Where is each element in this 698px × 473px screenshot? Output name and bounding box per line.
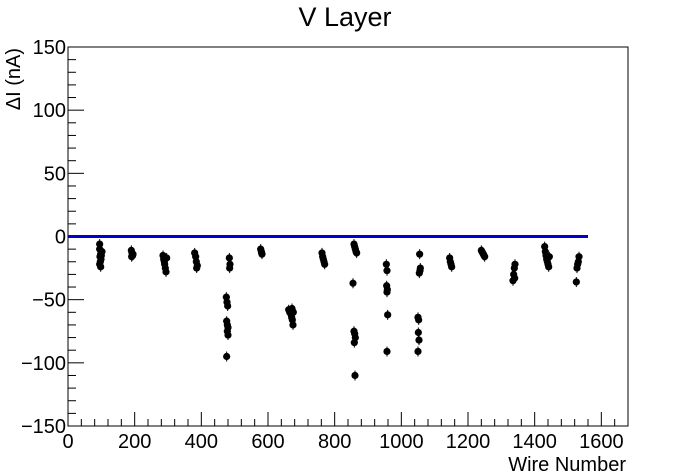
x-tick-label: 800 xyxy=(318,431,351,453)
data-point xyxy=(415,316,423,324)
data-point xyxy=(351,371,359,380)
data-point xyxy=(572,278,580,286)
data-point xyxy=(350,339,358,347)
data-point xyxy=(289,321,297,329)
data-point xyxy=(226,264,234,272)
data-point xyxy=(383,288,391,296)
x-tick-label: 1000 xyxy=(379,431,424,453)
data-point xyxy=(545,253,553,261)
data-point xyxy=(511,260,519,268)
x-tick-label: 400 xyxy=(185,431,218,453)
data-point xyxy=(349,279,357,287)
data-point xyxy=(193,264,201,272)
data-point xyxy=(162,268,170,276)
data-point xyxy=(414,347,422,356)
data-point xyxy=(416,250,424,258)
data-point xyxy=(224,331,232,339)
data-points xyxy=(96,239,583,381)
x-tick-label: 1600 xyxy=(579,431,624,453)
data-point xyxy=(481,253,489,261)
x-axis-title: Wire Number xyxy=(508,454,626,473)
data-point xyxy=(258,249,266,257)
data-point xyxy=(545,263,553,271)
x-tick-label: 0 xyxy=(62,431,73,453)
y-tick-label: −150 xyxy=(21,416,66,438)
y-tick-label: −50 xyxy=(32,290,66,312)
data-point xyxy=(414,328,422,337)
data-point xyxy=(384,311,392,319)
y-axis-title: ΔI (nA) xyxy=(3,48,25,110)
data-point xyxy=(415,269,423,277)
data-point xyxy=(575,253,583,261)
x-tick-label: 1400 xyxy=(512,431,557,453)
data-point xyxy=(321,260,329,268)
x-tick-label: 1200 xyxy=(446,431,491,453)
data-point xyxy=(96,240,104,248)
data-point xyxy=(511,274,519,282)
y-tick-label: 0 xyxy=(55,227,66,249)
data-point xyxy=(224,302,232,310)
data-point xyxy=(382,260,390,268)
x-tick-label: 200 xyxy=(118,431,151,453)
y-tick-label: −100 xyxy=(21,353,66,375)
x-tick-label: 600 xyxy=(251,431,284,453)
data-point xyxy=(225,254,233,262)
data-point xyxy=(448,263,456,271)
data-point xyxy=(129,250,137,258)
y-tick-label: 150 xyxy=(33,37,66,59)
data-point xyxy=(353,249,361,257)
y-tick-label: 50 xyxy=(44,163,66,185)
data-point xyxy=(223,352,231,361)
data-point xyxy=(415,336,423,344)
y-tick-label: 100 xyxy=(33,100,66,122)
x-tick-labels: 0 200 400 600 800 1000 1200 1400 1600 xyxy=(62,431,623,453)
data-point xyxy=(383,347,391,356)
y-tick-labels: −150 −100 −50 0 50 100 150 xyxy=(21,37,66,438)
data-point xyxy=(383,267,391,275)
chart-title: V Layer xyxy=(298,2,391,32)
data-point xyxy=(97,263,105,271)
data-point xyxy=(98,248,106,256)
data-point xyxy=(163,254,171,262)
